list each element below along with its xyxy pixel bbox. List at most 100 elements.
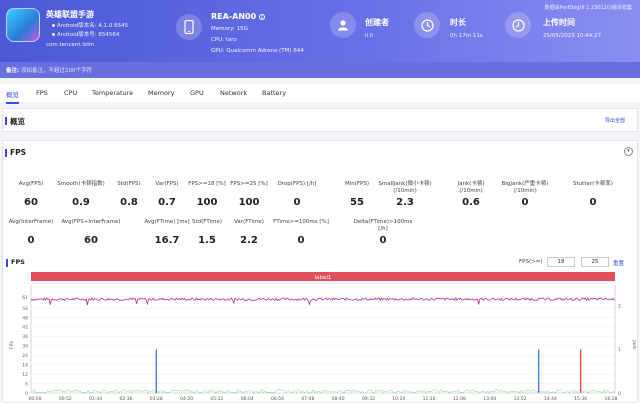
x-tick-label: 13:52 <box>514 396 527 402</box>
y-axis-label-left: FPS <box>9 341 15 349</box>
fps-stat-label: Stutter(卡顿率) <box>573 181 613 187</box>
fps-stat: Var(FTime) 2.2 <box>219 219 279 246</box>
fps-stat-value: 0 <box>297 235 305 246</box>
x-tick-label: 15:36 <box>574 396 587 402</box>
note-bar[interactable]: 备注: 添加备注，不超过200个字符 <box>0 62 640 78</box>
x-tick-label: 06:04 <box>241 396 254 402</box>
fps-stat-value: 2.2 <box>240 235 258 246</box>
tab-battery[interactable]: Battery <box>262 89 287 97</box>
x-tick-label: 06:56 <box>271 396 284 402</box>
fps-stat-label: Drop(FPS) [/h] <box>277 181 317 187</box>
fps-stat-label: Min(FPS) <box>344 181 370 187</box>
fps-series-line <box>30 297 615 306</box>
x-tick-label: 09:32 <box>362 396 375 402</box>
tab-cpu[interactable]: CPU <box>64 89 78 97</box>
app-package: com.tencent.lolm <box>46 42 95 48</box>
frametime-noise-line <box>30 388 615 394</box>
y-tick-label: 48 <box>22 315 28 321</box>
fps-stat-value: 60 <box>84 235 98 246</box>
y-right-tick-label: 1 <box>618 347 621 353</box>
fps-stat-label: Avg(FPS) <box>18 181 44 187</box>
report-header: 英雄联盟手游 Android版本名: 4.1.0.6545 Android版本号… <box>0 0 640 62</box>
fps-stat: Drop(FPS) [/h] 0 <box>267 181 327 208</box>
fps-stat-value: 0 <box>27 235 35 246</box>
fps-stat-label: Var(FTime) <box>234 219 264 225</box>
y-tick-label: 42 <box>22 325 28 331</box>
duration-title: 时长 <box>450 18 466 27</box>
tab-temperature[interactable]: Temperature <box>92 89 134 97</box>
y-tick-label: 30 <box>22 344 28 350</box>
upload-title: 上传时间 <box>543 18 575 27</box>
fps-filter-input-2[interactable]: 25 <box>581 257 609 267</box>
fps-stat-value: 0.7 <box>158 197 176 208</box>
x-tick-label: 12:08 <box>453 396 466 402</box>
fps-filter-input-1[interactable]: 18 <box>547 257 575 267</box>
x-tick-label: 03:28 <box>150 396 163 402</box>
y-tick-label: 18 <box>22 362 28 368</box>
x-tick-label: 10:24 <box>392 396 405 402</box>
app-name: 英雄联盟手游 <box>46 10 94 19</box>
x-tick-label: 02:36 <box>119 396 132 402</box>
fps-stat: Delta(FTime)>100ms [/h] 0 <box>353 219 413 246</box>
y-tick-label: 61 <box>22 295 28 301</box>
y-tick-label: 24 <box>22 353 28 359</box>
fps-filter-label: FPS(>=) <box>519 259 543 265</box>
fps-stat-value: 1.5 <box>198 235 216 246</box>
creator-value: li li <box>365 33 373 39</box>
tab-overview[interactable]: 概览 <box>6 91 19 104</box>
fps-stat: Min(FPS) 55 <box>327 181 387 208</box>
tab-memory[interactable]: Memory <box>148 89 175 97</box>
fps-stat: SmallJank(微小卡顿) (/10min) 2.3 <box>375 181 435 208</box>
fps-stat-value: 16.7 <box>154 235 180 246</box>
android-version: Android版本名: 4.1.0.6545 <box>52 21 128 29</box>
x-tick-label: 05:12 <box>210 396 223 402</box>
y-tick-label: 0 <box>25 391 28 397</box>
x-tick-label: 13:00 <box>483 396 496 402</box>
export-all-link[interactable]: 导出全部 <box>604 118 625 124</box>
clock-icon <box>414 12 440 38</box>
chevron-down-icon[interactable]: ▾ <box>624 147 633 156</box>
reset-button[interactable]: 重置 <box>613 261 625 267</box>
perfdog-version: 数据由PerfDog(9.1.230120)版本收集 <box>544 5 632 11</box>
tab-fps[interactable]: FPS <box>36 89 48 97</box>
fps-stat-value: 0 <box>379 235 387 246</box>
fps-stat: Jank(卡顿) (/10min) 0.6 <box>441 181 501 208</box>
android-code: Android版本号: 654564 <box>52 30 119 38</box>
fps-stat-value: 55 <box>350 197 364 208</box>
device-name: REA-AN00 i <box>211 12 265 21</box>
tab-gpu[interactable]: GPU <box>190 89 204 97</box>
fps-stat: Std(FPS) 0.8 <box>99 181 159 208</box>
fps-stat-value: 0.9 <box>72 197 90 208</box>
fps-chart-title: FPS <box>6 258 25 267</box>
fps-stat: Avg(InterFrame) 0 <box>1 219 61 246</box>
fps-stat-label: FPS>=25 [%] <box>230 181 268 187</box>
fps-stat: Avg(FTime) [ms] 16.7 <box>137 219 197 246</box>
x-tick-label: 00:00 <box>29 396 42 402</box>
fps-stat-value: 0 <box>589 197 597 208</box>
fps-stat: FPS>=25 [%] 100 <box>219 181 279 208</box>
y-right-tick-label: 0 <box>618 391 621 397</box>
device-memory: Memory: 15G <box>211 26 248 32</box>
tab-network[interactable]: Network <box>220 89 248 97</box>
fps-stat-label: Smooth(卡顿指数) <box>57 181 105 187</box>
fps-stat-label: Std(FPS) <box>117 181 141 187</box>
app-icon <box>6 8 40 42</box>
info-icon[interactable]: i <box>258 13 265 20</box>
fps-stat: BigJank(严重卡顿) (/10min) 0 <box>495 181 555 208</box>
upload-value: 25/05/2023 10:44:27 <box>543 33 602 39</box>
fps-stat-value: 0 <box>521 197 529 208</box>
fps-stat-label: Jank(卡顿) (/10min) <box>457 181 485 194</box>
overview-panel: 概览 导出全部 <box>2 108 638 132</box>
fps-stat: Avg(FPS+InterFrame) 60 <box>61 219 121 246</box>
fps-stat-value: 100 <box>238 197 260 208</box>
fps-stat-label: Avg(FTime) [ms] <box>144 219 190 225</box>
fps-stat-label: Avg(InterFrame) <box>8 219 54 225</box>
fps-stat: Var(FPS) 0.7 <box>137 181 197 208</box>
note-input[interactable]: 添加备注，不超过200个字符 <box>20 68 92 74</box>
fps-stat: Std(FTime) 1.5 <box>177 219 237 246</box>
creator-title: 创建者 <box>365 18 389 27</box>
fps-stat-label: FTime>=100ms [%] <box>273 219 329 225</box>
fps-stat-value: 100 <box>196 197 218 208</box>
x-tick-label: 07:48 <box>301 396 314 402</box>
x-tick-label: 01:44 <box>89 396 102 402</box>
